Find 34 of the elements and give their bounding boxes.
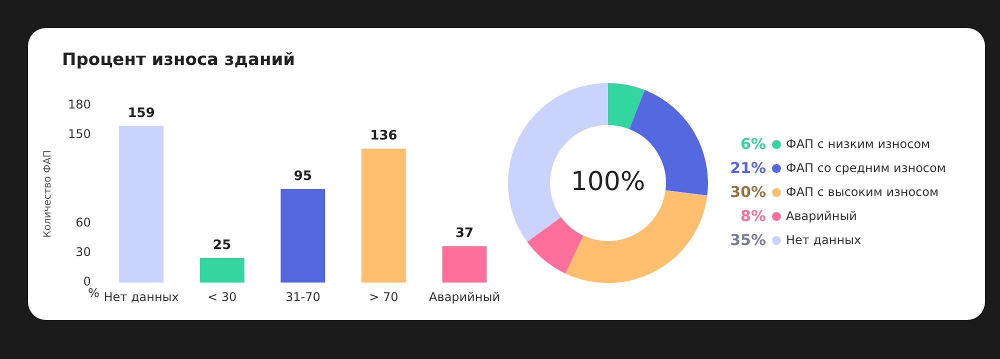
data-label: 8% bbox=[740, 207, 766, 225]
y-tick-label: 0 bbox=[83, 274, 91, 289]
bar bbox=[200, 258, 244, 283]
bar bbox=[442, 246, 487, 283]
bar bbox=[119, 126, 164, 283]
x-tick-label: Нет данных bbox=[104, 290, 179, 304]
text: % bbox=[88, 286, 100, 300]
y-axis-title: Количество ФАП bbox=[42, 150, 54, 238]
legend-label: ФАП со средним износом bbox=[786, 161, 946, 175]
data-label: 30% bbox=[729, 183, 766, 201]
x-tick-label: 31-70 bbox=[285, 290, 320, 304]
chart-title: Процент износа зданий bbox=[62, 50, 296, 70]
bar bbox=[280, 188, 326, 283]
y-tick-label: 180 bbox=[68, 97, 91, 112]
x-tick-label: Аварийный bbox=[429, 290, 500, 304]
data-label: 6% bbox=[740, 135, 766, 153]
data-label: 95 bbox=[294, 168, 312, 184]
legend-label: Аварийный bbox=[786, 209, 857, 223]
data-label: 25 bbox=[213, 238, 232, 253]
data-label: 37 bbox=[455, 226, 474, 242]
data-label: 136 bbox=[370, 128, 398, 144]
data-label: 21% bbox=[729, 159, 766, 177]
legend-label: Нет данных bbox=[786, 233, 862, 247]
data-label: 35% bbox=[729, 231, 766, 249]
y-tick-label: 30 bbox=[76, 245, 91, 260]
y-tick-label: 60 bbox=[76, 216, 91, 230]
bar bbox=[361, 148, 406, 283]
text: 100% bbox=[570, 166, 646, 197]
x-tick-label: < 30 bbox=[208, 290, 237, 304]
legend-label: ФАП с низким износом bbox=[786, 137, 930, 151]
x-tick-label: > 70 bbox=[369, 290, 398, 304]
data-label: 159 bbox=[128, 106, 155, 121]
legend-label: ФАП с высоким износом bbox=[786, 185, 939, 199]
y-tick-label: 150 bbox=[68, 126, 91, 141]
